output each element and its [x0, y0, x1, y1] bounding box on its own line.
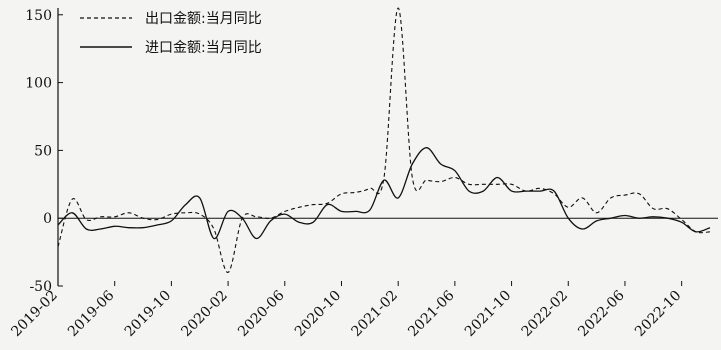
x-ticks: 2019-02 2019-06 2019-10 2020-02 2020-06 2020-…	[8, 281, 684, 340]
x-tick-label: 2020-02	[178, 288, 230, 340]
x-tick-label: 2019-02	[8, 288, 60, 340]
x-tick-label: 2021-10	[462, 288, 514, 340]
x-tick-label: 2019-10	[122, 288, 174, 340]
x-tick-label: 2020-10	[292, 288, 344, 340]
x-tick-label: 2022-10	[632, 288, 684, 340]
legend-label-import: 进口金额:当月同比	[145, 40, 262, 56]
y-tick-label: -50	[29, 279, 52, 295]
y-ticks: -50 0 50 100 150	[25, 8, 63, 295]
y-tick-label: 150	[25, 8, 52, 24]
legend: 出口金额:当月同比 进口金额:当月同比	[80, 11, 262, 56]
x-tick-label: 2022-06	[575, 287, 628, 340]
legend-label-export: 出口金额:当月同比	[145, 11, 262, 27]
x-tick-label: 2019-06	[65, 287, 118, 340]
x-tick-label: 2020-06	[235, 287, 288, 340]
x-tick-label: 2021-06	[405, 287, 458, 340]
y-tick-label: 50	[34, 143, 52, 159]
x-tick-label: 2022-02	[519, 288, 571, 340]
y-tick-label: 100	[25, 76, 52, 92]
export-series-line	[57, 7, 711, 273]
x-tick-label: 2021-02	[349, 288, 401, 340]
import-series-line	[57, 147, 711, 240]
y-tick-label: 0	[43, 211, 52, 227]
series-layer	[57, 7, 711, 273]
